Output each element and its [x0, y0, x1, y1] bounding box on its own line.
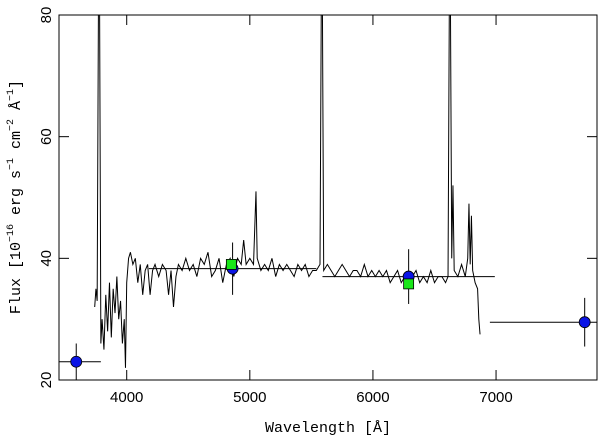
y-axis-title-part: Å: [8, 101, 25, 119]
y-axis-title-part: Flux [10: [8, 242, 25, 314]
spectrophotometry-point: [403, 278, 415, 290]
spectrum-line: [94, 15, 481, 368]
y-axis-title: Flux [10−16 erg s−1 cm−2 Å−1]: [6, 80, 25, 314]
y-tick-label: 40: [38, 250, 55, 267]
x-tick-label: 7000: [479, 389, 512, 406]
plot-area: [59, 15, 597, 380]
y-axis-title-part: cm: [8, 131, 25, 158]
y-axis-title-exponent: −1: [6, 158, 17, 170]
x-tick-label: 5000: [233, 389, 266, 406]
x-tick-label: 6000: [356, 389, 389, 406]
y-axis-title-part: erg s: [8, 170, 25, 224]
photometry-point: [578, 316, 591, 329]
y-axis-title-exponent: −2: [6, 119, 17, 131]
y-tick-label: 20: [38, 372, 55, 389]
y-axis-title-exponent: −1: [6, 89, 17, 101]
y-axis-title-part: ]: [8, 80, 25, 89]
y-tick-label: 60: [38, 128, 55, 145]
photometry-point: [70, 355, 83, 368]
plot-frame: [58, 14, 598, 381]
y-tick-label: 80: [38, 7, 55, 24]
y-axis-title-exponent: −16: [6, 224, 17, 242]
spectrophotometry-point: [225, 259, 237, 270]
x-axis-title: Wavelength [Å]: [265, 420, 391, 437]
x-tick-label: 4000: [110, 389, 143, 406]
